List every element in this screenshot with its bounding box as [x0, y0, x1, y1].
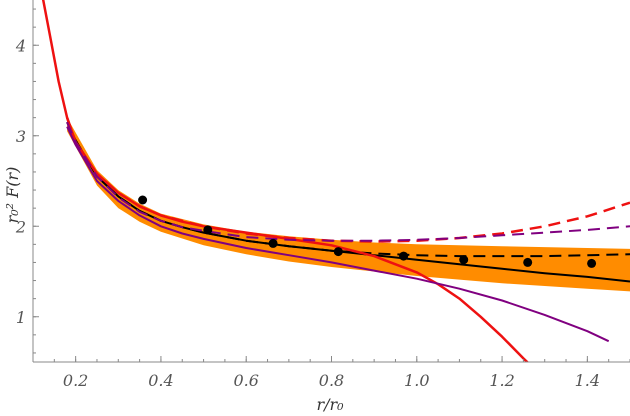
y-tick-label: 3	[16, 127, 26, 146]
data-point	[587, 258, 597, 268]
axes	[32, 0, 630, 363]
data-point	[333, 247, 343, 257]
data-point	[203, 225, 213, 235]
data-point	[523, 257, 533, 267]
series-line-2	[66, 121, 630, 258]
plot-area	[41, 0, 630, 362]
data-point	[399, 251, 409, 261]
x-tick-label: 0.4	[148, 371, 173, 390]
x-axis-title: r/r₀	[316, 395, 344, 414]
y-tick-label: 2	[15, 217, 26, 236]
y-tick-label: 1	[16, 308, 26, 327]
series-line-5	[66, 126, 610, 343]
series-line-3	[41, 0, 529, 362]
x-tick-label: 1.0	[404, 371, 429, 390]
x-tick-label: 0.6	[233, 371, 258, 390]
x-tick-label: 1.4	[575, 371, 600, 390]
y-axis-title: r₀² F(r)	[3, 167, 22, 224]
x-tick-label: 1.2	[489, 371, 514, 390]
series-line-6	[66, 121, 630, 242]
uncertainty-band	[67, 117, 630, 292]
x-tick-label: 0.2	[63, 371, 88, 390]
data-point	[459, 255, 469, 265]
series-line-4	[65, 117, 630, 243]
y-tick-label: 4	[15, 36, 26, 55]
data-point	[138, 195, 148, 205]
ticks: 0.2 0.4 0.6 0.8 1.0 1.2 1.4 1 2 3 4	[15, 8, 630, 390]
x-tick-label: 0.8	[319, 371, 344, 390]
data-point	[268, 238, 278, 248]
